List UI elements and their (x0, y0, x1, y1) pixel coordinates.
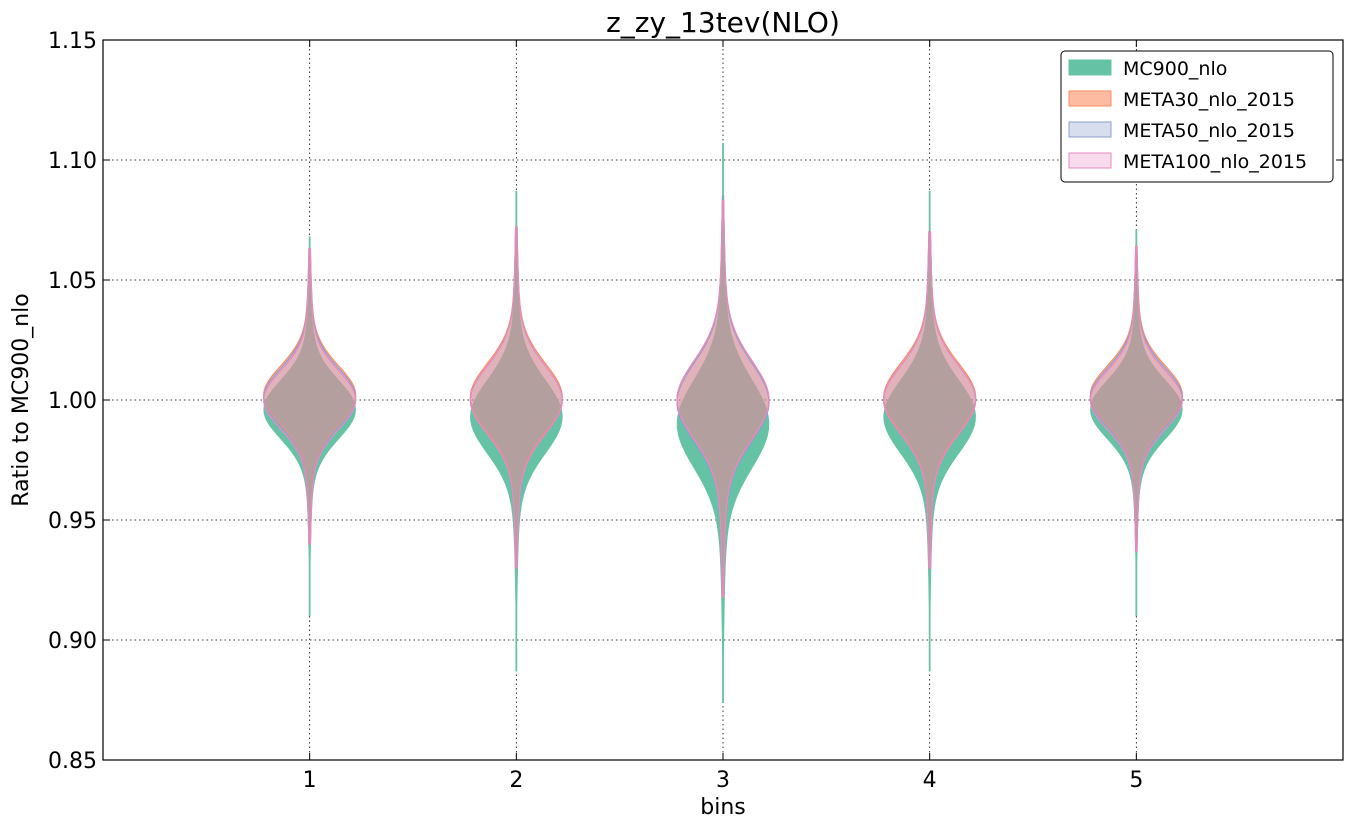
legend: MC900_nlo META30_nlo_2015 META50_nlo_2015 M… (1060, 50, 1334, 183)
violin-4-bin-3 (676, 200, 770, 598)
x-tick-label-4: 4 (923, 768, 937, 793)
legend-box (1060, 50, 1334, 183)
legend-swatch-1 (1068, 59, 1112, 76)
legend-label-1: MC900_nlo (1123, 58, 1227, 80)
y-tick-label-4: 1.05 (48, 269, 97, 294)
axis-ticks: 1 2 3 4 5 0.85 0.90 0.95 1.00 1.05 1.10 1.15 (48, 29, 1343, 793)
legend-swatch-3 (1068, 121, 1112, 138)
x-tick-label-5: 5 (1129, 768, 1143, 793)
y-tick-label-5: 1.10 (48, 149, 97, 174)
violin-3-bin-3 (676, 195, 770, 598)
y-tick-label-2: 0.95 (48, 509, 97, 534)
legend-label-2: META30_nlo_2015 (1123, 89, 1295, 111)
violin-4-bin-4 (883, 231, 977, 569)
legend-label-3: META50_nlo_2015 (1123, 120, 1295, 142)
violin-4-bin-5 (1089, 245, 1183, 552)
legend-swatch-2 (1068, 90, 1112, 107)
y-tick-label-1: 0.90 (48, 629, 97, 654)
violin-4-bin-1 (263, 248, 357, 545)
chart-title: z_zy_13tev(NLO) (606, 6, 840, 39)
legend-swatch-4 (1068, 152, 1112, 169)
x-axis-title: bins (700, 795, 745, 820)
x-tick-label-3: 3 (716, 768, 730, 793)
y-tick-label-6: 1.15 (48, 29, 97, 54)
x-tick-label-1: 1 (303, 768, 317, 793)
legend-label-4: META100_nlo_2015 (1123, 151, 1307, 173)
y-tick-label-0: 0.85 (48, 749, 97, 774)
violins (263, 142, 1183, 703)
y-tick-label-3: 1.00 (48, 389, 97, 414)
x-tick-label-2: 2 (509, 768, 523, 793)
y-axis-title: Ratio to MC900_nlo (9, 293, 34, 506)
violin-4-bin-2 (469, 226, 563, 569)
